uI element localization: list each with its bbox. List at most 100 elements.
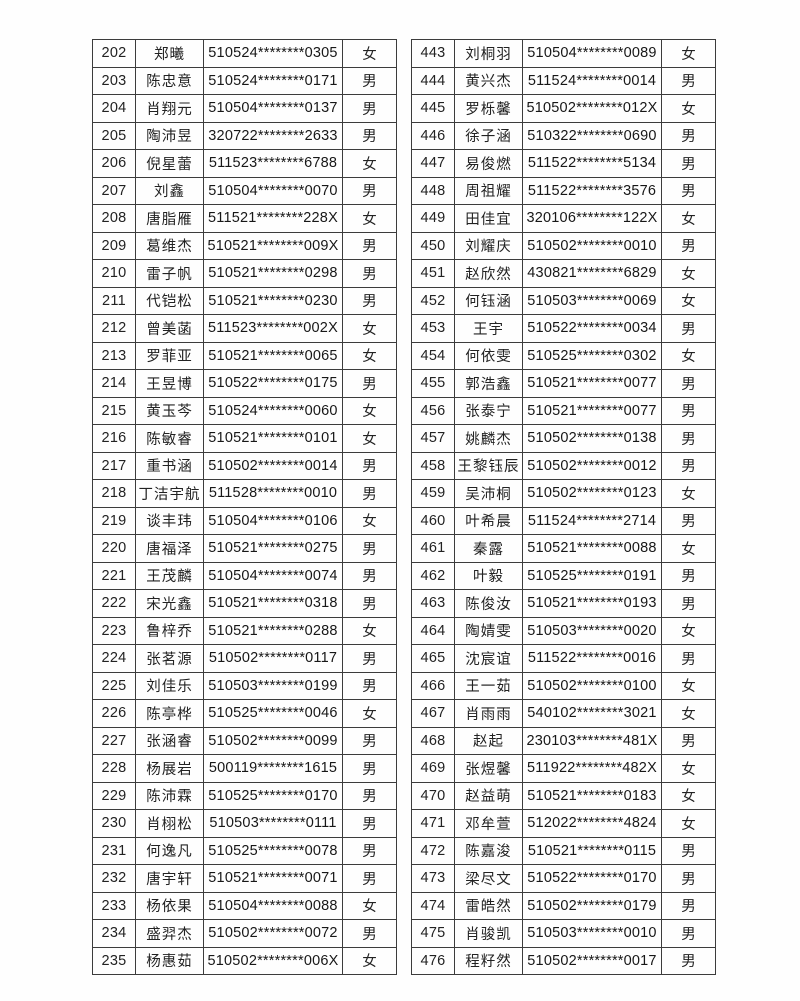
cell-name: 陈嘉浚 [454, 836, 523, 865]
cell-gender: 女 [342, 39, 397, 68]
cell-gender: 女 [342, 891, 397, 920]
cell-no: 468 [411, 726, 455, 755]
cell-name: 陈沛霖 [135, 781, 204, 810]
cell-no: 470 [411, 781, 455, 810]
table-row: 464 陶婧雯 510503********0020 女 [411, 616, 716, 645]
cell-name: 唐脂雁 [135, 204, 204, 233]
cell-no: 222 [92, 589, 136, 618]
table-row: 234 盛羿杰 510502********0072 男 [92, 919, 397, 948]
cell-gender: 男 [342, 259, 397, 288]
cell-no: 454 [411, 341, 455, 370]
cell-name: 陶沛昱 [135, 121, 204, 150]
cell-no: 471 [411, 809, 455, 838]
cell-id: 510521********0288 [203, 616, 343, 645]
cell-gender: 女 [661, 286, 716, 315]
cell-gender: 男 [661, 946, 716, 975]
cell-no: 219 [92, 506, 136, 535]
table-row: 227 张涵睿 510502********0099 男 [92, 726, 397, 755]
cell-name: 郑曦 [135, 39, 204, 68]
cell-name: 丁洁宇航 [135, 479, 204, 508]
cell-id: 510525********0046 [203, 699, 343, 728]
cell-id: 540102********3021 [522, 699, 662, 728]
cell-id: 510521********0298 [203, 259, 343, 288]
cell-id: 510504********0137 [203, 94, 343, 123]
cell-id: 500119********1615 [203, 754, 343, 783]
cell-no: 447 [411, 149, 455, 178]
cell-no: 207 [92, 176, 136, 205]
cell-name: 肖雨雨 [454, 699, 523, 728]
cell-no: 209 [92, 231, 136, 260]
cell-name: 陈俊汝 [454, 589, 523, 618]
table-row: 221 王茂麟 510504********0074 男 [92, 561, 397, 590]
cell-name: 刘鑫 [135, 176, 204, 205]
cell-no: 210 [92, 259, 136, 288]
table-row: 204 肖翔元 510504********0137 男 [92, 94, 397, 123]
cell-id: 510502********0099 [203, 726, 343, 755]
cell-no: 459 [411, 479, 455, 508]
cell-id: 230103********481X [522, 726, 662, 755]
cell-no: 234 [92, 919, 136, 948]
cell-name: 王宇 [454, 314, 523, 343]
cell-gender: 女 [342, 149, 397, 178]
table-row: 231 何逸凡 510525********0078 男 [92, 836, 397, 865]
cell-gender: 男 [342, 451, 397, 480]
cell-gender: 男 [661, 314, 716, 343]
cell-no: 203 [92, 66, 136, 95]
cell-name: 谈丰玮 [135, 506, 204, 535]
cell-name: 陶婧雯 [454, 616, 523, 645]
cell-gender: 女 [661, 39, 716, 68]
table-row: 458 王黎钰辰 510502********0012 男 [411, 451, 716, 480]
cell-gender: 男 [342, 644, 397, 673]
cell-name: 叶希晨 [454, 506, 523, 535]
table-row: 207 刘鑫 510504********0070 男 [92, 176, 397, 205]
cell-no: 212 [92, 314, 136, 343]
cell-id: 510522********0034 [522, 314, 662, 343]
cell-gender: 女 [661, 341, 716, 370]
cell-name: 肖骏凯 [454, 919, 523, 948]
roster-tables-container: 202 郑曦 510524********0305 女 203 陈忠意 510524****… [92, 39, 716, 975]
cell-gender: 男 [342, 726, 397, 755]
cell-gender: 女 [661, 534, 716, 563]
cell-id: 510502********0117 [203, 644, 343, 673]
table-row: 456 张泰宁 510521********0077 男 [411, 396, 716, 425]
cell-no: 205 [92, 121, 136, 150]
cell-name: 雷子帆 [135, 259, 204, 288]
cell-id: 510503********0020 [522, 616, 662, 645]
cell-name: 倪星蕾 [135, 149, 204, 178]
cell-id: 510504********0106 [203, 506, 343, 535]
cell-name: 赵欣然 [454, 259, 523, 288]
cell-name: 杨展岩 [135, 754, 204, 783]
roster-table-right: 443 刘桐羽 510504********0089 女 444 黄兴杰 511524***… [411, 39, 716, 975]
cell-no: 226 [92, 699, 136, 728]
cell-gender: 男 [342, 561, 397, 590]
table-row: 475 肖骏凯 510503********0010 男 [411, 919, 716, 948]
cell-gender: 男 [342, 369, 397, 398]
cell-name: 赵起 [454, 726, 523, 755]
table-row: 228 杨展岩 500119********1615 男 [92, 754, 397, 783]
cell-name: 黄兴杰 [454, 66, 523, 95]
cell-id: 510503********0111 [203, 809, 343, 838]
table-row: 443 刘桐羽 510504********0089 女 [411, 39, 716, 68]
cell-name: 陈敏睿 [135, 424, 204, 453]
table-row: 452 何钰涵 510503********0069 女 [411, 286, 716, 315]
cell-gender: 男 [661, 149, 716, 178]
table-row: 454 何依雯 510525********0302 女 [411, 341, 716, 370]
cell-no: 475 [411, 919, 455, 948]
cell-id: 510525********0302 [522, 341, 662, 370]
table-row: 460 叶希晨 511524********2714 男 [411, 506, 716, 535]
cell-gender: 女 [342, 341, 397, 370]
cell-id: 510521********0101 [203, 424, 343, 453]
cell-name: 徐子涵 [454, 121, 523, 150]
cell-name: 盛羿杰 [135, 919, 204, 948]
cell-name: 唐福泽 [135, 534, 204, 563]
cell-name: 宋光鑫 [135, 589, 204, 618]
cell-id: 510502********0179 [522, 891, 662, 920]
cell-id: 510322********0690 [522, 121, 662, 150]
cell-id: 510521********0115 [522, 836, 662, 865]
cell-gender: 男 [342, 589, 397, 618]
cell-id: 510521********0088 [522, 534, 662, 563]
table-row: 451 赵欣然 430821********6829 女 [411, 259, 716, 288]
cell-no: 456 [411, 396, 455, 425]
cell-name: 罗菲亚 [135, 341, 204, 370]
